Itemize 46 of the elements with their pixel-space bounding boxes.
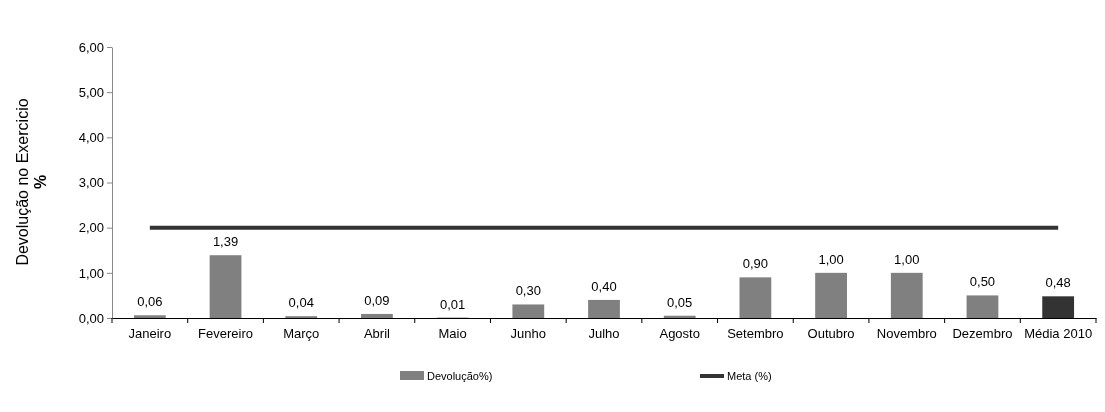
- data-label: 0,48: [1045, 275, 1071, 291]
- data-label: 0,01: [439, 296, 466, 312]
- y-tick-label: 4,00: [78, 129, 104, 145]
- x-tick-label: Dezembro: [952, 325, 1013, 341]
- x-tick-label: Junho: [510, 325, 547, 341]
- x-tick-label: Fevereiro: [198, 325, 253, 341]
- bar: [361, 313, 393, 318]
- bar: [133, 315, 166, 318]
- data-label: 0,30: [515, 283, 541, 299]
- y-axis-title: Devolução no Exercicio %: [14, 98, 49, 266]
- bar: [890, 272, 923, 318]
- x-tick-label: Média 2010: [1024, 325, 1093, 341]
- data-label: 0,90: [742, 256, 769, 272]
- y-tick-label: 3,00: [78, 175, 104, 191]
- bar: [588, 299, 620, 318]
- x-tick-label: Agosto: [659, 325, 700, 341]
- data-label: 0,40: [591, 278, 617, 294]
- bar: [966, 295, 999, 318]
- y-tick-label: 6,00: [78, 39, 104, 55]
- x-tick-label: Abril: [363, 325, 391, 341]
- legend-label: Devolução%): [427, 370, 493, 382]
- data-label: 0,04: [288, 295, 314, 311]
- data-label: 1,00: [894, 251, 920, 267]
- bar: [512, 304, 545, 318]
- x-tick-label: Setembro: [727, 325, 784, 341]
- y-tick-label: 1,00: [78, 265, 104, 281]
- legend-label: Meta (%): [727, 370, 772, 382]
- x-tick-label: Março: [283, 325, 320, 341]
- data-label: 0,50: [969, 274, 996, 290]
- bar: [1042, 296, 1075, 318]
- data-label: 0,09: [364, 292, 390, 308]
- x-tick-label: Novembro: [876, 325, 937, 341]
- y-tick-label: 5,00: [78, 84, 104, 100]
- x-tick-label: Maio: [438, 325, 467, 341]
- data-label: 1,39: [212, 234, 239, 250]
- y-tick-label: 2,00: [78, 220, 104, 236]
- x-tick-label: Janeiro: [128, 325, 172, 341]
- x-tick-label: Outubro: [807, 325, 855, 341]
- y-tick-label: 0,00: [78, 310, 104, 326]
- bar: [209, 255, 242, 318]
- bar: [739, 277, 772, 318]
- data-label: 0,06: [137, 294, 163, 310]
- x-tick-label: Julho: [588, 325, 620, 341]
- data-label: 1,00: [818, 251, 844, 267]
- bar: [815, 272, 847, 318]
- data-label: 0,05: [667, 294, 693, 310]
